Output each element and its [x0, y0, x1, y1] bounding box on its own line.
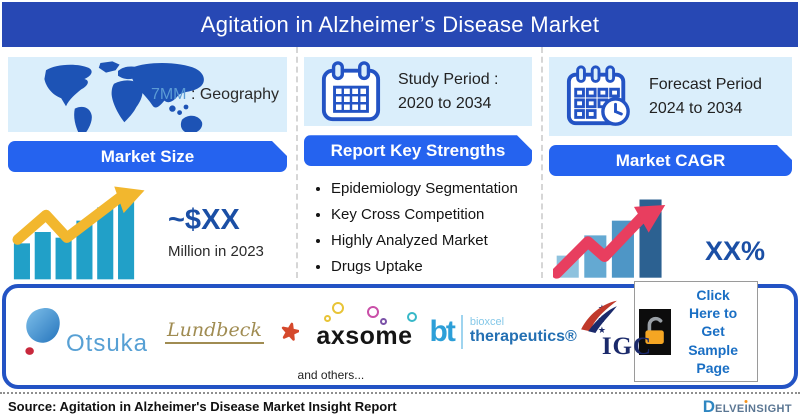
market-size-content: ~$XX Million in 2023 — [8, 172, 287, 280]
geography-label: 7MM : Geography — [151, 86, 287, 104]
sample-button-label: Click Here to Get Sample Page — [688, 287, 738, 376]
bioxcel-bt-icon: bt — [430, 314, 463, 349]
geography-box: 7MM : Geography — [8, 57, 287, 132]
delveinsight-text: NSIGHT — [748, 402, 792, 415]
delveinsight-logo: D ELVE I NSIGHT — [703, 397, 792, 417]
market-size-value: ~$XX — [168, 204, 240, 236]
igc-logo: ★ ★ ★ IGC — [581, 300, 651, 361]
bioxcel-sub: therapeutics® — [469, 327, 577, 345]
axsome-circle-icon — [332, 302, 345, 314]
geography-column: 7MM : Geography Market Size — [8, 57, 287, 280]
market-cagr-banner: Market CAGR — [549, 145, 792, 176]
unlock-icon — [639, 308, 672, 355]
bioxcel-name: bioxcel — [469, 316, 505, 329]
market-cagr-value: XX% — [705, 235, 766, 266]
world-map-icon — [44, 61, 204, 132]
calendar-icon — [321, 60, 381, 121]
cagr-bars-pink-arrow-icon — [553, 199, 666, 279]
forecast-period-label: Forecast Period 2024 to 2034 — [649, 75, 762, 117]
axsome-wordmark: axsome — [316, 322, 413, 350]
axsome-circle-icon — [366, 306, 379, 318]
axsome-circle-icon — [379, 318, 387, 325]
axsome-circle-icon — [406, 312, 417, 322]
delveinsight-d-icon: D — [702, 396, 716, 416]
strength-item: Drugs Uptake — [331, 254, 532, 280]
market-size-caption: Million in 2023 — [168, 243, 264, 260]
starfish-logo-icon — [281, 322, 300, 341]
bioxcel-wordmark: bioxcel therapeutics® — [470, 317, 577, 345]
delveinsight-i-dot: I — [744, 402, 749, 415]
market-size-value-block: ~$XX Million in 2023 — [168, 204, 264, 260]
strength-item: Key Cross Competition — [331, 202, 532, 228]
column-divider — [541, 47, 543, 278]
key-strengths-banner: Report Key Strengths — [304, 135, 532, 166]
igc-swoosh-icon — [581, 300, 618, 333]
bioxcel-logo: bt bioxcel therapeutics® — [430, 314, 577, 349]
delveinsight-text: ELVE — [715, 402, 745, 415]
study-period-label: Study Period : 2020 to 2034 — [398, 70, 499, 112]
lundbeck-logo: Lundbeck — [165, 319, 264, 344]
study-column: Study Period : 2020 to 2034 Report Key S… — [304, 57, 532, 280]
market-size-banner: Market Size — [8, 141, 287, 172]
strength-item: Epidemiology Segmentation — [331, 176, 532, 202]
growth-bars-yellow-arrow-icon — [12, 186, 145, 280]
calendar-clock-icon — [566, 64, 630, 126]
page-title: Agitation in Alzheimer’s Disease Market — [200, 11, 600, 37]
otsuka-wordmark: Otsuka — [66, 329, 149, 357]
key-strengths-list: Epidemiology Segmentation Key Cross Comp… — [314, 176, 532, 280]
market-cagr-content: XX% — [549, 176, 792, 280]
footer: Source: Agitation in Alzheimer's Disease… — [0, 392, 800, 417]
columns-area: 7MM : Geography Market Size — [0, 47, 800, 280]
igc-wordmark: IGC — [601, 332, 653, 360]
and-others-note: and others... — [297, 368, 365, 382]
axsome-logo: axsome — [316, 302, 417, 351]
geography-rest: : Geography — [186, 85, 279, 103]
column-divider — [296, 47, 298, 278]
companies-box: Otsuka Lundbeck axsome bt bioxcel therap… — [2, 281, 798, 389]
otsuka-pebble-icon — [25, 307, 60, 355]
source-note: Source: Agitation in Alzheimer's Disease… — [8, 399, 397, 414]
study-period-box: Study Period : 2020 to 2034 — [304, 57, 532, 127]
title-bar: Agitation in Alzheimer’s Disease Market — [2, 2, 798, 47]
forecast-column: Forecast Period 2024 to 2034 Market CAGR… — [549, 57, 792, 280]
geography-highlight: 7MM — [150, 85, 187, 103]
otsuka-logo: Otsuka — [22, 306, 148, 358]
axsome-circle-icon — [324, 315, 332, 322]
strength-item: Highly Analyzed Market — [331, 228, 532, 254]
get-sample-page-button[interactable]: Click Here to Get Sample Page — [634, 281, 758, 382]
forecast-period-box: Forecast Period 2024 to 2034 — [549, 57, 792, 136]
